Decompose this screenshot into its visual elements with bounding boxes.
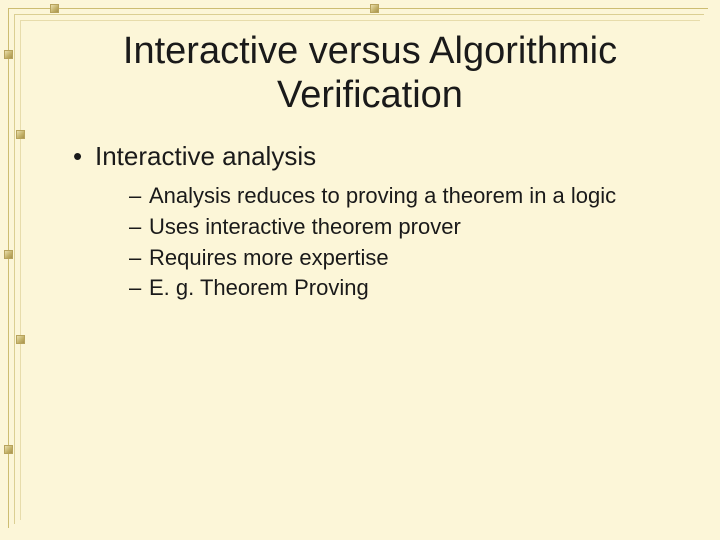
sub-bullet: Uses interactive theorem prover — [129, 213, 685, 242]
slide-content: Interactive versus Algorithmic Verificat… — [55, 30, 685, 313]
frame-bead-icon — [16, 335, 25, 344]
sub-bullet: Analysis reduces to proving a theorem in… — [129, 182, 685, 211]
frame-bead-icon — [16, 130, 25, 139]
bullet-list-level1: Interactive analysis Analysis reduces to… — [55, 141, 685, 302]
frame-bead-icon — [50, 4, 59, 13]
frame-bead-icon — [4, 250, 13, 259]
bullet-text: Interactive analysis — [95, 141, 316, 171]
slide-title: Interactive versus Algorithmic Verificat… — [55, 30, 685, 117]
sub-bullet: Requires more expertise — [129, 244, 685, 273]
frame-bead-icon — [4, 50, 13, 59]
bullet-list-level2: Analysis reduces to proving a theorem in… — [95, 182, 685, 302]
sub-bullet: E. g. Theorem Proving — [129, 274, 685, 303]
frame-bead-icon — [4, 445, 13, 454]
frame-bead-icon — [370, 4, 379, 13]
bullet-interactive-analysis: Interactive analysis Analysis reduces to… — [73, 141, 685, 302]
